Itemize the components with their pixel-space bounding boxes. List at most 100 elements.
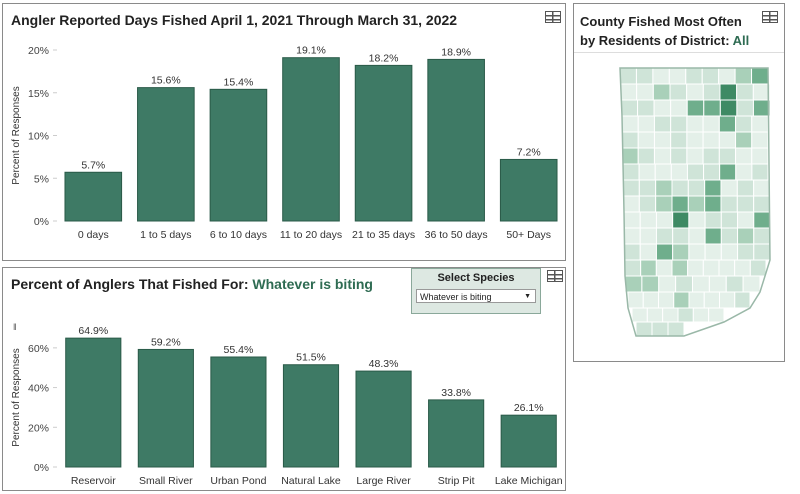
county [655,259,673,277]
species-filter-label: Select Species [437,272,515,284]
county [646,307,664,323]
county [672,227,690,245]
county [655,243,674,261]
county [704,211,722,229]
county [670,99,688,117]
county [669,83,688,101]
county [651,321,669,337]
county [736,99,754,117]
x-tick-label: Large River [356,475,411,487]
days-fished-chart: Percent of Responses 0% 5% 10% 15% 20% 5.7% 0 d… [11,45,558,241]
county [654,163,672,181]
y-tick-label: 0% [34,462,49,474]
county-map-panel: County Fished Most Often by Residents of… [573,3,785,362]
county [702,131,720,149]
species-title-highlight: Whatever is biting [252,276,373,292]
county [655,211,674,229]
x-tick-label: 50+ Days [506,229,551,241]
bar [282,364,340,468]
county [635,67,654,85]
y-tick-label: 0% [34,216,49,228]
county [624,259,642,277]
county [719,163,737,181]
county [687,195,706,213]
days-chart-title: Angler Reported Days Fished April 1, 202… [11,12,458,28]
county [688,211,706,229]
data-label: 33.8% [441,387,471,399]
county [735,147,753,165]
county [639,211,657,229]
county [737,243,755,261]
county [734,67,753,85]
data-label: 48.3% [369,358,399,370]
map-title: County Fished Most Often by Residents of… [580,12,760,50]
county [655,179,673,197]
bar [282,57,340,222]
county [662,307,679,323]
species-select-value: Whatever is biting [420,292,492,302]
county [737,227,755,245]
bar [64,171,123,222]
county [719,83,738,101]
y-tick-label: 15% [28,88,49,100]
table-view-icon[interactable] [762,11,778,23]
county [753,211,771,229]
county [751,147,769,165]
county [719,99,738,117]
county [692,275,710,293]
map-title-highlight: All [732,33,750,48]
x-tick-label: 0 days [78,229,109,241]
chevron-down-icon: ▼ [524,293,531,300]
y-axis-label: Percent of Responses [11,348,22,446]
county-tiles [619,67,771,337]
county [751,115,769,133]
county [638,179,657,197]
indiana-county-map[interactable] [574,4,784,361]
county [751,163,769,181]
county [687,259,704,277]
county [639,243,657,261]
county [718,67,736,85]
species-filter-box: Select Species Whatever is biting ▼ [411,268,541,314]
county [751,67,769,85]
table-view-icon[interactable] [547,270,563,282]
bar [210,356,267,468]
table-view-icon[interactable] [545,11,561,23]
county [686,147,704,165]
county [668,67,687,85]
county [720,227,739,245]
county [635,321,653,337]
county [736,179,755,197]
bar [137,348,194,468]
county [735,115,753,133]
county [672,211,690,229]
county [637,131,655,149]
x-tick-label: 6 to 10 days [210,229,267,241]
county [703,291,720,309]
county [753,195,771,213]
bar [428,399,485,468]
county [671,195,689,213]
x-tick-label: 21 to 35 days [352,229,415,241]
x-tick-label: Small River [139,475,193,487]
species-select-dropdown[interactable]: Whatever is biting ▼ [416,289,536,303]
county [686,131,704,149]
species-chart: Percent of Responses 0% 20% 40% 60% 64.9% Rese… [11,325,563,487]
data-label: 18.2% [369,52,399,64]
county [692,307,710,323]
county [751,131,769,149]
county [670,115,688,133]
county [719,291,736,309]
data-label: 15.6% [151,75,181,87]
county [734,259,751,277]
county [686,99,705,117]
county [752,99,771,117]
county [624,275,643,293]
county [702,83,721,101]
county [688,291,705,309]
county [704,227,722,245]
county [619,83,638,101]
county [640,259,657,277]
county [653,115,672,133]
county [673,291,690,309]
